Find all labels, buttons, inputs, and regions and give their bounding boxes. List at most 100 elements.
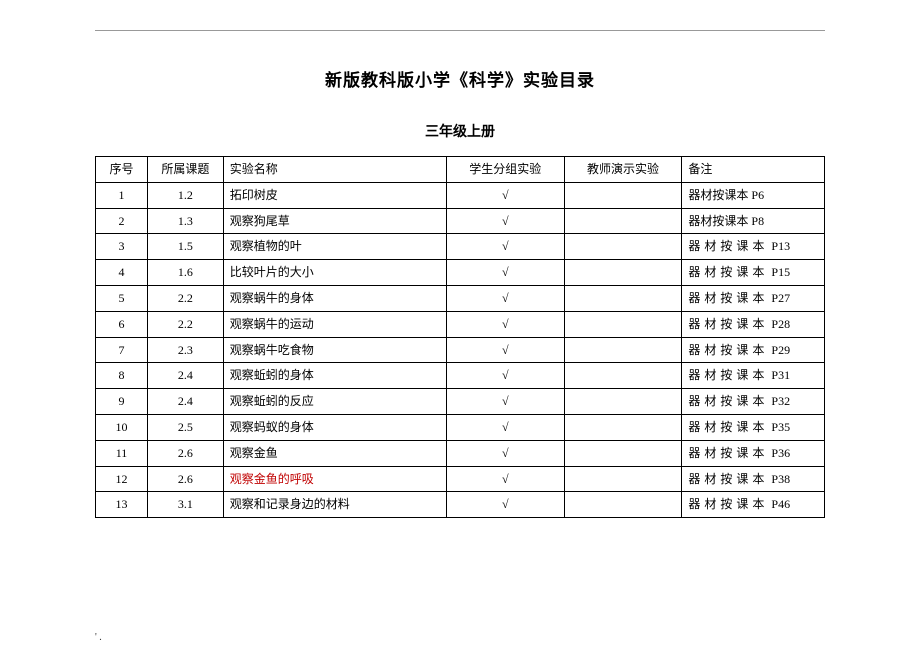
cell-topic: 2.4 <box>148 363 224 389</box>
cell-note: 器材按课本 P8 <box>682 208 825 234</box>
table-row: 82.4观察蚯蚓的身体√器材按课本 P31 <box>96 363 825 389</box>
document-subtitle: 三年级上册 <box>95 121 825 141</box>
cell-name: 观察蚂蚁的身体 <box>223 414 446 440</box>
cell-seq: 5 <box>96 285 148 311</box>
cell-topic: 1.6 <box>148 260 224 286</box>
cell-teacher <box>564 414 682 440</box>
cell-note: 器材按课本 P35 <box>682 414 825 440</box>
table-row: 52.2观察蜗牛的身体√ 器材按课本 P27 <box>96 285 825 311</box>
cell-student: √ <box>446 337 564 363</box>
cell-teacher <box>564 285 682 311</box>
table-row: 112.6观察金鱼√ 器材按课本 P36 <box>96 440 825 466</box>
table-row: 62.2观察蜗牛的运动√ 器材按课本 P28 <box>96 311 825 337</box>
cell-student: √ <box>446 363 564 389</box>
cell-seq: 2 <box>96 208 148 234</box>
cell-teacher <box>564 466 682 492</box>
cell-note: 器材按课本 P28 <box>682 311 825 337</box>
col-header-seq: 序号 <box>96 157 148 183</box>
cell-teacher <box>564 208 682 234</box>
cell-name: 观察蜗牛吃食物 <box>223 337 446 363</box>
cell-note: 器材按课本 P31 <box>682 363 825 389</box>
table-row: 41.6比较叶片的大小√ 器材按课本 P15 <box>96 260 825 286</box>
cell-teacher <box>564 234 682 260</box>
table-row: 133.1观察和记录身边的材料√ 器材按课本 P46 <box>96 492 825 518</box>
cell-note: 器材按课本 P15 <box>682 260 825 286</box>
cell-note: 器材按课本 P36 <box>682 440 825 466</box>
cell-student: √ <box>446 389 564 415</box>
cell-name: 观察蚯蚓的身体 <box>223 363 446 389</box>
table-row: 21.3观察狗尾草√ 器材按课本 P8 <box>96 208 825 234</box>
cell-seq: 9 <box>96 389 148 415</box>
cell-student: √ <box>446 260 564 286</box>
col-header-topic: 所属课题 <box>148 157 224 183</box>
table-row: 122.6观察金鱼的呼吸√ 器材按课本 P38 <box>96 466 825 492</box>
cell-seq: 3 <box>96 234 148 260</box>
cell-note: 器材按课本 P29 <box>682 337 825 363</box>
col-header-student: 学生分组实验 <box>446 157 564 183</box>
cell-topic: 2.5 <box>148 414 224 440</box>
cell-name: 观察金鱼 <box>223 440 446 466</box>
cell-note: 器材按课本 P32 <box>682 389 825 415</box>
cell-note: 器材按课本 P38 <box>682 466 825 492</box>
cell-note: 器材按课本 P46 <box>682 492 825 518</box>
cell-topic: 3.1 <box>148 492 224 518</box>
table-row: 92.4观察蚯蚓的反应√器材按课本 P32 <box>96 389 825 415</box>
cell-seq: 6 <box>96 311 148 337</box>
cell-note: 器材按课本 P27 <box>682 285 825 311</box>
cell-teacher <box>564 363 682 389</box>
cell-topic: 2.6 <box>148 466 224 492</box>
cell-name: 观察植物的叶 <box>223 234 446 260</box>
cell-student: √ <box>446 182 564 208</box>
cell-topic: 2.2 <box>148 311 224 337</box>
cell-name: 观察狗尾草 <box>223 208 446 234</box>
cell-teacher <box>564 182 682 208</box>
cell-topic: 2.3 <box>148 337 224 363</box>
cell-student: √ <box>446 208 564 234</box>
cell-teacher <box>564 260 682 286</box>
cell-topic: 1.3 <box>148 208 224 234</box>
top-rule <box>95 30 825 31</box>
cell-student: √ <box>446 285 564 311</box>
cell-name: 观察和记录身边的材料 <box>223 492 446 518</box>
page-container: 新版教科版小学《科学》实验目录 三年级上册 序号 所属课题 实验名称 学生分组实… <box>0 0 920 518</box>
cell-teacher <box>564 389 682 415</box>
cell-name: 观察蜗牛的身体 <box>223 285 446 311</box>
cell-seq: 12 <box>96 466 148 492</box>
cell-student: √ <box>446 311 564 337</box>
cell-seq: 4 <box>96 260 148 286</box>
bottom-mark: ' . <box>95 632 102 643</box>
cell-teacher <box>564 492 682 518</box>
cell-note: 器材按课本 P13 <box>682 234 825 260</box>
cell-name: 观察金鱼的呼吸 <box>223 466 446 492</box>
col-header-note: 备注 <box>682 157 825 183</box>
cell-teacher <box>564 337 682 363</box>
cell-name: 观察蜗牛的运动 <box>223 311 446 337</box>
cell-student: √ <box>446 492 564 518</box>
cell-seq: 13 <box>96 492 148 518</box>
cell-student: √ <box>446 440 564 466</box>
table-row: 72.3观察蜗牛吃食物√ 器材按课本 P29 <box>96 337 825 363</box>
cell-name: 拓印树皮 <box>223 182 446 208</box>
table-body: 11.2拓印树皮√器材按课本 P621.3观察狗尾草√器材按课本 P831.5观… <box>96 182 825 517</box>
experiment-table: 序号 所属课题 实验名称 学生分组实验 教师演示实验 备注 11.2拓印树皮√器… <box>95 156 825 518</box>
table-header-row: 序号 所属课题 实验名称 学生分组实验 教师演示实验 备注 <box>96 157 825 183</box>
document-title: 新版教科版小学《科学》实验目录 <box>95 66 825 91</box>
cell-seq: 7 <box>96 337 148 363</box>
cell-topic: 1.2 <box>148 182 224 208</box>
cell-topic: 1.5 <box>148 234 224 260</box>
table-row: 31.5观察植物的叶√ 器材按课本 P13 <box>96 234 825 260</box>
cell-student: √ <box>446 466 564 492</box>
table-row: 102.5观察蚂蚁的身体√器材按课本 P35 <box>96 414 825 440</box>
cell-topic: 2.4 <box>148 389 224 415</box>
cell-teacher <box>564 440 682 466</box>
cell-teacher <box>564 311 682 337</box>
cell-topic: 2.2 <box>148 285 224 311</box>
col-header-name: 实验名称 <box>223 157 446 183</box>
cell-seq: 11 <box>96 440 148 466</box>
cell-student: √ <box>446 234 564 260</box>
cell-topic: 2.6 <box>148 440 224 466</box>
cell-seq: 1 <box>96 182 148 208</box>
cell-student: √ <box>446 414 564 440</box>
cell-name: 比较叶片的大小 <box>223 260 446 286</box>
col-header-teacher: 教师演示实验 <box>564 157 682 183</box>
